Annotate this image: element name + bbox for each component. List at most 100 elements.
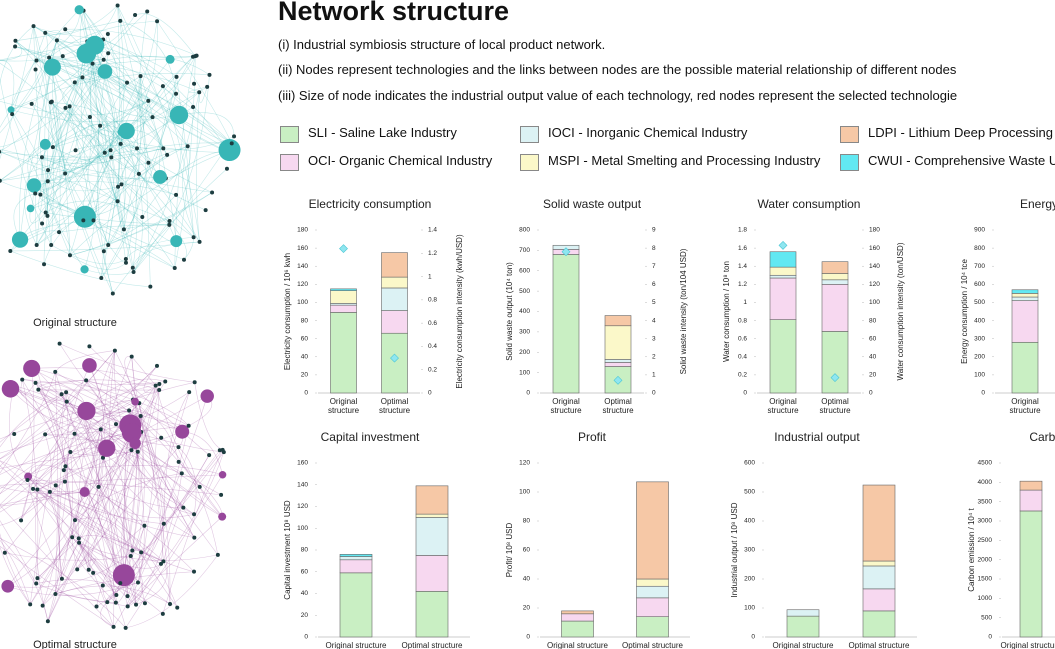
- network-node: [105, 600, 110, 605]
- network-node: [192, 569, 197, 574]
- y2-tick-label: 80: [869, 317, 877, 324]
- network-node: [7, 106, 15, 114]
- network-edge: [52, 67, 140, 175]
- network-node: [84, 378, 89, 383]
- network-node: [194, 53, 199, 58]
- network-edge: [135, 561, 167, 605]
- y-tick-label: 0: [526, 634, 530, 641]
- network-node: [197, 90, 202, 95]
- network-edge: [66, 433, 90, 570]
- network-node: [63, 27, 68, 32]
- network-edge: [104, 152, 206, 211]
- network-node: [10, 112, 15, 117]
- network-edge: [37, 486, 99, 579]
- network-node: [73, 148, 78, 153]
- network-node: [165, 54, 175, 64]
- network-edge: [0, 399, 134, 440]
- network-node: [87, 344, 92, 349]
- bar-segment: [415, 555, 449, 592]
- network-edge: [132, 399, 164, 564]
- network-edge: [69, 194, 177, 256]
- bar-segment: [636, 616, 669, 638]
- network-edge: [41, 150, 111, 164]
- network-node: [106, 243, 111, 248]
- y-tick-label: 700: [974, 263, 985, 270]
- y2-tick-label: 0: [428, 390, 432, 397]
- network-edge: [51, 101, 66, 174]
- network-node: [123, 260, 128, 265]
- network-edge: [0, 365, 158, 494]
- network-edge: [49, 491, 60, 595]
- network-edge: [139, 76, 161, 178]
- intensity-marker: [561, 247, 571, 257]
- network-edge: [0, 40, 23, 61]
- network-edge: [29, 537, 73, 605]
- network-node: [72, 431, 77, 436]
- y2-tick-label: 160: [869, 245, 880, 252]
- network-edge: [86, 380, 189, 426]
- network-edge: [120, 450, 221, 584]
- network-edge: [10, 73, 210, 111]
- network-node: [203, 208, 208, 213]
- network-node: [127, 408, 132, 413]
- y-tick-label: 800: [519, 227, 530, 234]
- network-node: [174, 192, 179, 197]
- network-edge: [30, 131, 121, 209]
- network-edge: [169, 220, 187, 260]
- network-edge: [36, 583, 108, 603]
- network-edge: [78, 9, 111, 151]
- y-tick-label: 0: [304, 634, 308, 641]
- x-tick-label: Original structure: [772, 641, 834, 649]
- network-node: [142, 601, 147, 606]
- y-tick-label: 1.2: [738, 281, 747, 288]
- network-edge: [127, 555, 144, 607]
- y2-tick-label: 0.8: [428, 297, 437, 304]
- network-edge: [117, 5, 194, 238]
- y2-tick-label: 3: [652, 335, 656, 342]
- y2-tick-label: 0: [869, 390, 873, 397]
- network-node: [28, 602, 33, 607]
- network-node: [160, 611, 165, 616]
- legend-swatch: [840, 126, 859, 143]
- y-tick-label: 700: [519, 247, 530, 254]
- network-edge: [133, 220, 170, 273]
- network-edge: [47, 431, 142, 622]
- network-node: [49, 242, 54, 247]
- chart: Water consumption Water consumption / 10⁸…: [722, 197, 905, 397]
- bar-segment: [821, 284, 849, 332]
- network-edge: [0, 148, 164, 182]
- network-node: [74, 5, 84, 15]
- network-edge: [42, 392, 69, 606]
- network-edge: [0, 40, 58, 134]
- network-edge: [121, 184, 135, 230]
- chart: Profit Profit/ 10⁸ USD 0 20 40 60 80 100 120: [505, 430, 690, 641]
- y-tick-label: 1.6: [738, 245, 747, 252]
- network-edge: [44, 434, 52, 492]
- network-node: [115, 3, 120, 8]
- network-edge: [0, 485, 56, 526]
- y-tick-label: 60: [523, 547, 531, 554]
- network-edge: [156, 21, 233, 144]
- network-edge: [51, 244, 127, 265]
- bar-segment: [862, 565, 896, 590]
- network-node: [135, 449, 140, 454]
- network-edge: [0, 504, 114, 628]
- network-edge: [54, 371, 58, 595]
- network-edge: [50, 102, 58, 111]
- network-edge: [138, 525, 146, 604]
- y-tick-label: 0.4: [738, 353, 747, 360]
- network-edge: [10, 388, 101, 430]
- network-edge: [89, 365, 137, 605]
- chart-title: Carbon e: [1029, 430, 1055, 444]
- network-edge: [33, 180, 177, 196]
- network-node: [174, 91, 179, 96]
- network-edge: [0, 474, 223, 486]
- network-edge: [20, 379, 36, 396]
- network-edge: [93, 146, 188, 221]
- network-edge: [0, 465, 171, 605]
- y-tick-label: 0.8: [738, 317, 747, 324]
- network-node: [42, 262, 47, 267]
- network-node: [34, 243, 39, 248]
- y-tick-label: 200: [744, 576, 755, 583]
